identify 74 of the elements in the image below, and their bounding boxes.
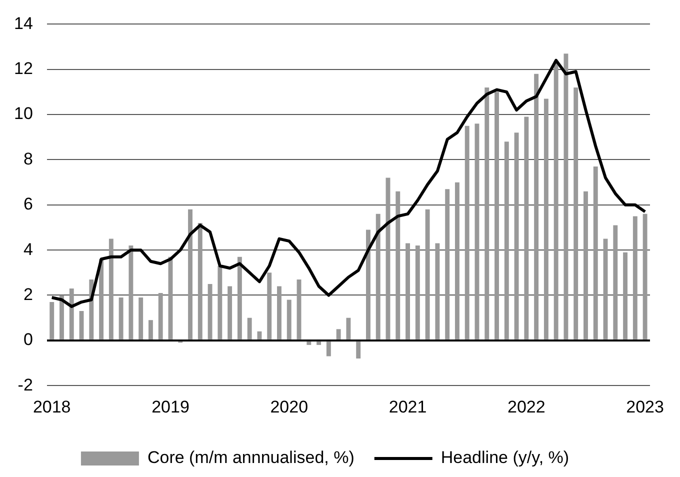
bar — [247, 318, 252, 340]
bar — [464, 126, 470, 340]
bar — [613, 225, 618, 340]
bar — [564, 54, 568, 340]
bar — [584, 191, 588, 340]
y-tick-label: 8 — [23, 149, 33, 168]
bar — [346, 318, 351, 340]
bar — [623, 252, 628, 340]
bar — [454, 182, 460, 340]
bar — [208, 284, 212, 340]
bar — [158, 292, 163, 340]
bar — [366, 230, 370, 340]
legend-label: Headline (y/y, %) — [440, 448, 570, 468]
bar — [128, 246, 134, 340]
bar — [336, 329, 341, 340]
bar — [99, 259, 104, 340]
bar — [228, 286, 232, 340]
bar — [188, 209, 192, 340]
y-tick-label: 14 — [14, 14, 33, 33]
bar — [60, 295, 64, 340]
bar — [218, 266, 222, 340]
bar — [148, 320, 153, 340]
bar — [277, 286, 282, 340]
bar — [326, 341, 331, 356]
x-tick-label: 2019 — [152, 397, 190, 416]
bar — [296, 279, 302, 340]
bar — [504, 142, 509, 340]
bar — [524, 116, 529, 340]
bar — [514, 132, 519, 340]
bar — [445, 189, 450, 340]
bar — [79, 311, 84, 340]
bar — [118, 298, 124, 340]
x-tick-label: 2020 — [270, 397, 308, 416]
y-tick-label: 4 — [23, 240, 33, 259]
bar — [603, 238, 608, 340]
bar — [376, 214, 380, 340]
x-tick-label: 2018 — [32, 397, 71, 416]
bar — [593, 166, 598, 340]
bar — [198, 222, 202, 340]
x-tick-label: 2023 — [626, 397, 664, 416]
y-tick-label: 10 — [14, 104, 33, 124]
bar — [642, 214, 648, 340]
y-tick-label: 0 — [23, 330, 33, 350]
x-tick-label: 2021 — [388, 397, 427, 416]
bar — [554, 62, 558, 340]
bar — [484, 87, 490, 340]
bar — [425, 209, 430, 340]
bar — [50, 302, 54, 340]
bar — [306, 341, 312, 345]
bar — [356, 341, 361, 358]
bar — [138, 298, 144, 340]
y-tick-label: 2 — [23, 284, 33, 304]
legend-label: Core (m/m annnualised, %) — [147, 448, 354, 468]
bar — [574, 87, 578, 340]
bar — [534, 74, 539, 340]
bar — [396, 191, 400, 340]
bar — [632, 216, 638, 340]
bar — [257, 331, 262, 340]
bar — [286, 300, 292, 340]
bar — [415, 246, 420, 340]
bar — [237, 256, 242, 340]
bar — [474, 124, 480, 340]
bar — [267, 272, 272, 340]
bar — [69, 288, 74, 340]
x-tick-label: 2022 — [508, 397, 546, 416]
bar — [108, 238, 114, 340]
y-tick-label: -2 — [18, 375, 33, 394]
y-tick-label: 12 — [14, 59, 33, 78]
bar — [316, 341, 322, 345]
y-tick-label: 6 — [23, 194, 33, 214]
bar — [406, 243, 410, 340]
bar — [544, 98, 548, 340]
bar — [494, 92, 499, 340]
bar — [435, 243, 440, 340]
